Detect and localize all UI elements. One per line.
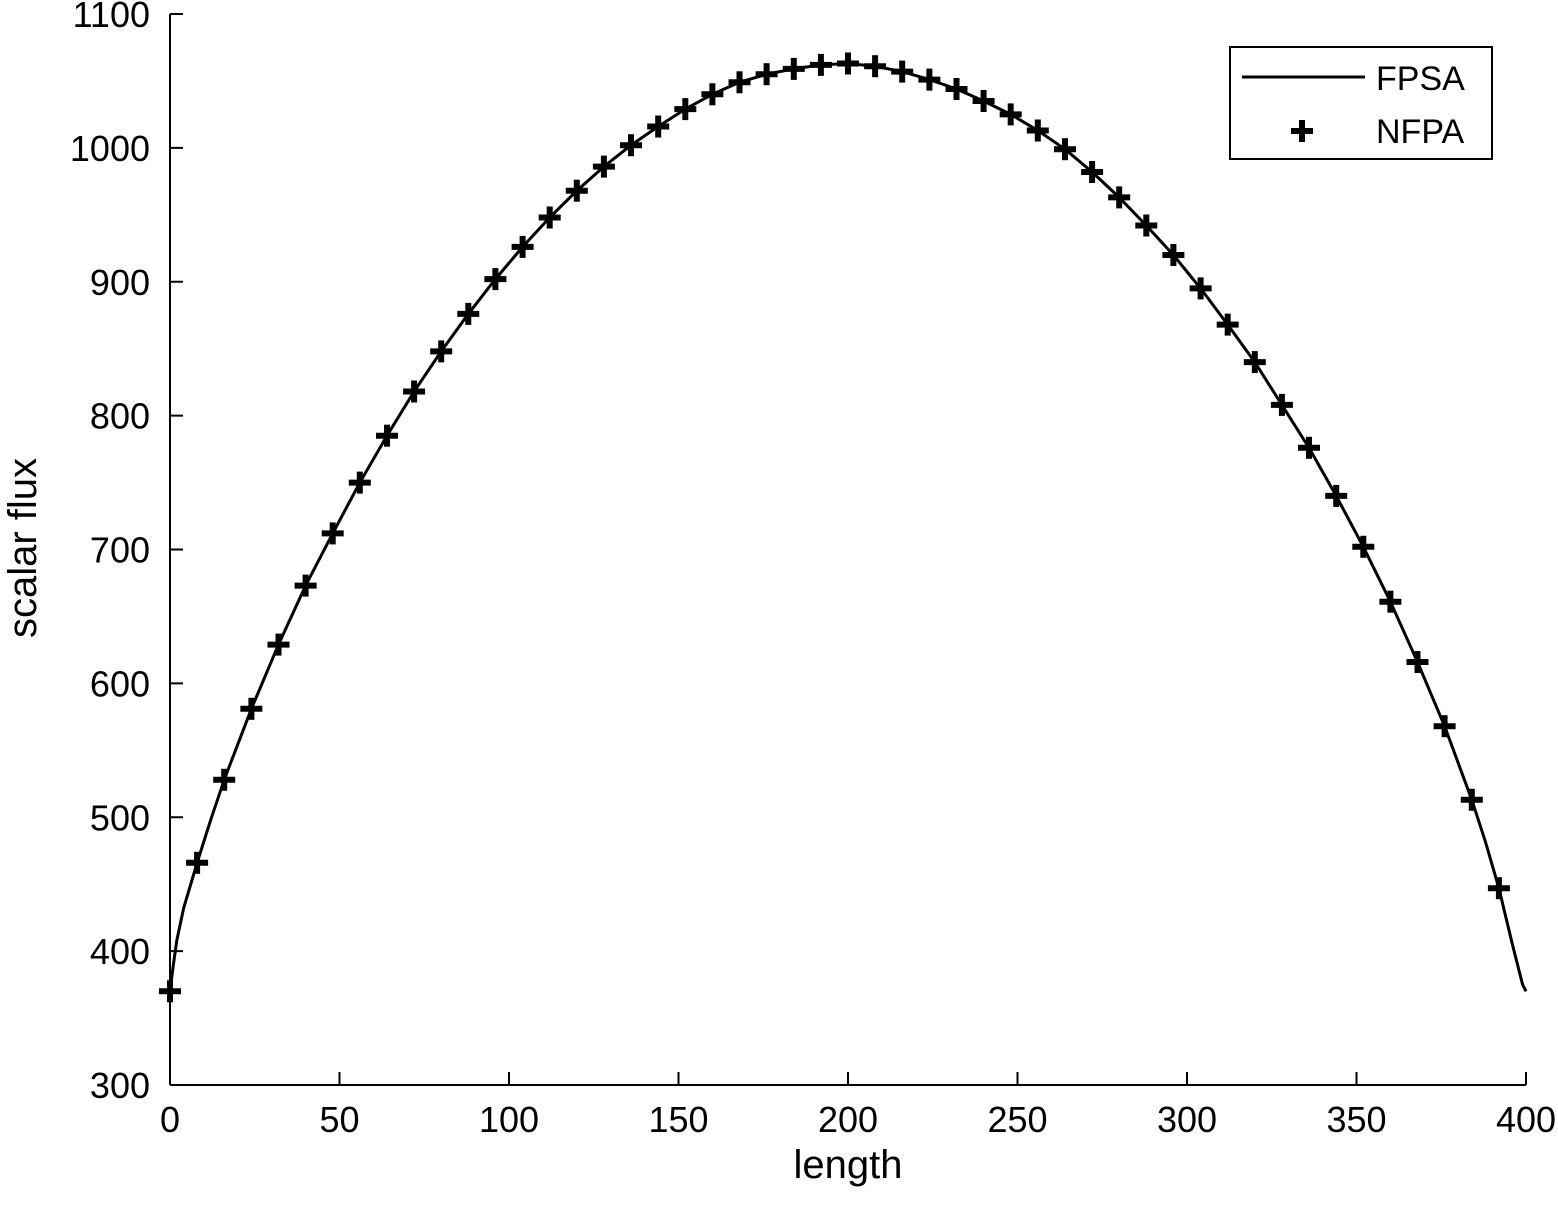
nfpa-marker (728, 71, 751, 94)
nfpa-marker (1298, 436, 1320, 459)
nfpa-marker (809, 53, 832, 76)
nfpa-marker (972, 90, 995, 112)
nfpa-marker (484, 268, 507, 291)
y-tick-label: 400 (90, 931, 150, 972)
nfpa-marker (538, 206, 561, 229)
nfpa-marker (1135, 214, 1158, 237)
nfpa-marker (1352, 535, 1375, 558)
nfpa-marker (1216, 313, 1239, 336)
nfpa-marker (647, 115, 670, 138)
x-tick-label: 50 (319, 1099, 359, 1140)
nfpa-marker (267, 633, 290, 656)
nfpa-marker (1460, 788, 1483, 811)
nfpa-marker (918, 68, 941, 91)
plot-area (159, 52, 1528, 1003)
nfpa-marker (1108, 186, 1131, 209)
x-tick-label: 150 (648, 1099, 708, 1140)
nfpa-marker (457, 302, 480, 325)
x-tick-label: 250 (987, 1099, 1047, 1140)
nfpa-marker (1162, 244, 1185, 266)
nfpa-marker (159, 980, 181, 1003)
legend-box (1229, 46, 1493, 160)
legend: FPSA NFPA (1229, 46, 1493, 160)
legend-label-fpsa: FPSA (1376, 60, 1465, 98)
nfpa-marker (945, 78, 968, 100)
nfpa-marker (1433, 715, 1456, 738)
nfpa-marker (1270, 393, 1293, 416)
nfpa-marker (674, 98, 697, 121)
nfpa-marker (294, 574, 317, 597)
nfpa-marker (837, 52, 859, 75)
y-tick-label: 500 (90, 797, 150, 838)
nfpa-marker (376, 424, 398, 447)
x-tick-label: 350 (1326, 1099, 1386, 1140)
x-tick-label: 300 (1157, 1099, 1217, 1140)
nfpa-marker (213, 768, 236, 791)
nfpa-marker (1054, 138, 1076, 161)
nfpa-marker (1379, 590, 1402, 613)
nfpa-marker (511, 235, 534, 258)
x-tick-label: 200 (818, 1099, 878, 1140)
y-tick-label: 800 (90, 396, 150, 437)
nfpa-marker (565, 179, 588, 202)
y-tick-label: 1100 (73, 0, 150, 35)
y-tick-label: 600 (90, 663, 150, 704)
nfpa-marker (1189, 277, 1212, 300)
x-tick-label: 0 (160, 1099, 180, 1140)
y-tick-label: 1000 (70, 128, 150, 169)
nfpa-marker (1325, 484, 1348, 507)
nfpa-marker (403, 380, 426, 403)
nfpa-marker (430, 340, 453, 363)
axes: 0 50 100 150 200 250 300 350 400 300 400 500 600 700 8… (70, 0, 1556, 1140)
nfpa-marker (1406, 651, 1429, 673)
nfpa-marker (620, 134, 642, 157)
nfpa-marker (240, 697, 263, 720)
y-tick-label: 300 (90, 1065, 150, 1106)
nfpa-marker (321, 522, 344, 545)
y-axis-label: scalar flux (1, 458, 45, 638)
nfpa-marker (864, 55, 887, 78)
x-tick-label: 400 (1496, 1099, 1556, 1140)
nfpa-marker (782, 57, 805, 80)
nfpa-marker (701, 83, 724, 106)
nfpa-marker (1026, 119, 1049, 142)
nfpa-marker (1081, 161, 1104, 183)
y-tick-label: 900 (90, 262, 150, 303)
legend-swatch-nfpa (1291, 120, 1313, 142)
nfpa-marker (891, 60, 914, 83)
y-tick-label: 700 (90, 530, 150, 571)
nfpa-marker (1487, 877, 1510, 900)
legend-label-nfpa: NFPA (1376, 113, 1464, 151)
x-tick-label: 100 (479, 1099, 539, 1140)
x-axis-label: length (794, 1143, 903, 1187)
nfpa-marker (755, 63, 778, 86)
nfpa-marker (592, 155, 615, 178)
nfpa-marker (186, 851, 209, 874)
nfpa-marker (999, 103, 1022, 126)
nfpa-marker (1243, 351, 1266, 374)
series-line-fpsa (168, 62, 1528, 992)
nfpa-marker (348, 471, 371, 494)
